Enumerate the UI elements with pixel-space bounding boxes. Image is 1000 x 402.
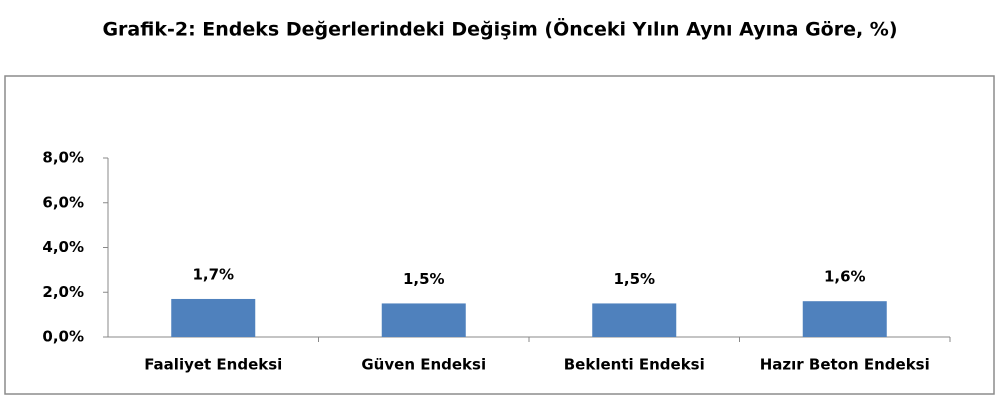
x-tick-label: Hazır Beton Endeksi — [760, 356, 930, 374]
x-tick-label: Güven Endeksi — [361, 356, 486, 374]
x-tick-label: Faaliyet Endeksi — [144, 356, 282, 374]
chart-frame — [4, 75, 995, 395]
value-label: 1,7% — [192, 265, 234, 283]
bar — [381, 303, 466, 337]
value-label: 1,6% — [824, 268, 866, 286]
y-tick-label: 4,0% — [42, 238, 84, 256]
bar — [592, 303, 677, 337]
y-tick-label: 8,0% — [42, 149, 84, 167]
x-tick-label: Beklenti Endeksi — [564, 356, 705, 374]
value-label: 1,5% — [613, 270, 655, 288]
bar — [171, 298, 256, 337]
bar — [802, 301, 887, 337]
y-tick-label: 0,0% — [42, 328, 84, 346]
y-tick-label: 6,0% — [42, 193, 84, 211]
y-tick-label: 2,0% — [42, 283, 84, 301]
chart-title: Grafik-2: Endeks Değerlerindeki Değişim … — [102, 17, 897, 41]
value-label: 1,5% — [403, 270, 445, 288]
